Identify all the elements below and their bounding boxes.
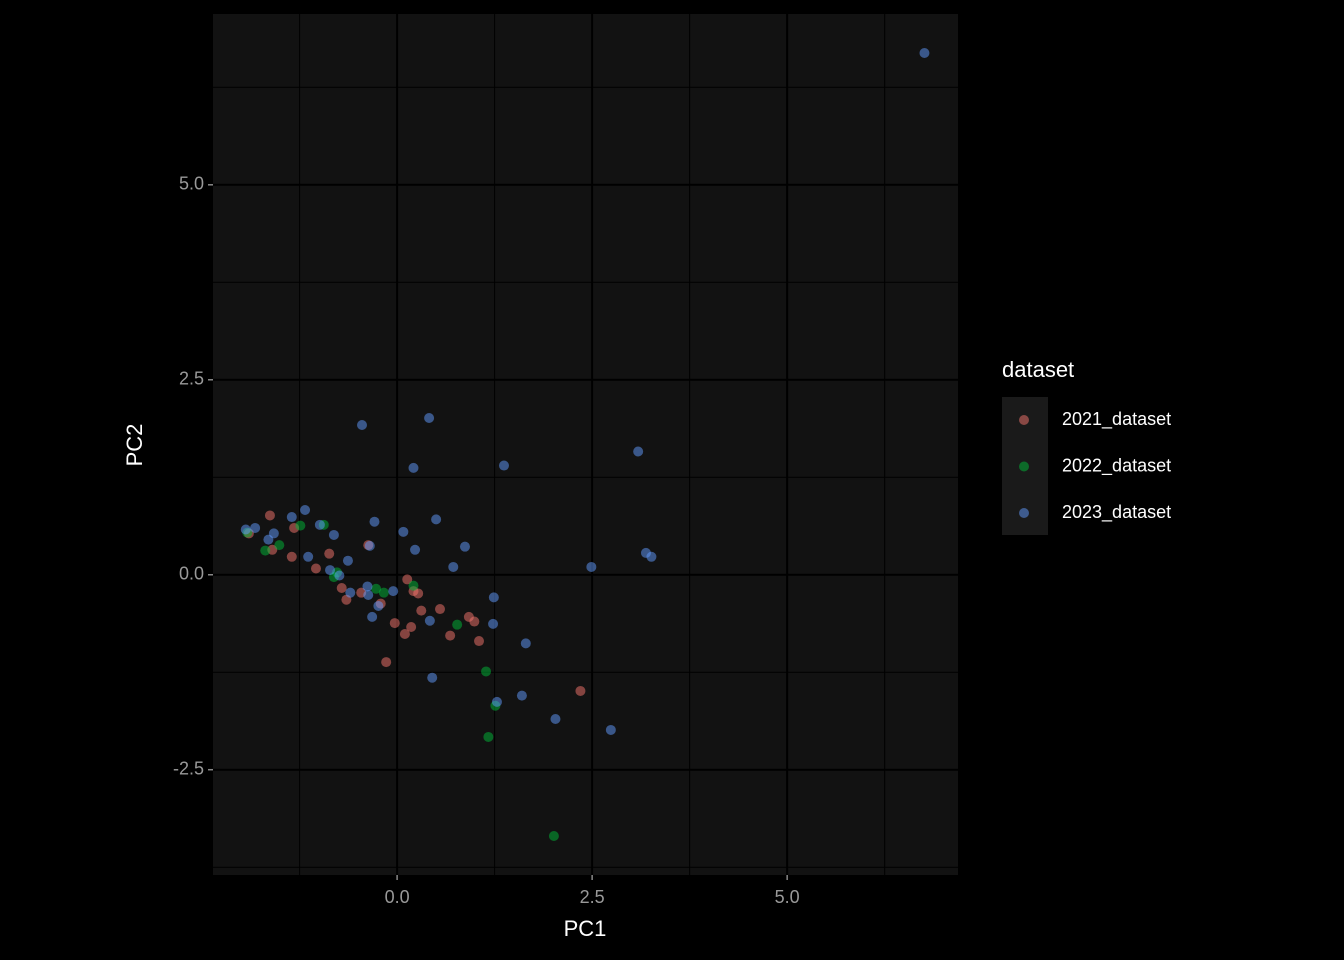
point	[263, 534, 274, 545]
y-axis-title: PC2	[122, 424, 147, 467]
point	[381, 657, 392, 668]
point	[286, 512, 297, 523]
point	[452, 619, 463, 630]
x-axis-title: PC1	[564, 916, 607, 941]
point	[516, 690, 527, 701]
point	[364, 540, 375, 551]
point	[605, 724, 616, 735]
point	[488, 618, 499, 629]
legend-key	[1019, 461, 1029, 472]
point	[498, 460, 509, 471]
point	[250, 522, 261, 533]
point	[424, 412, 435, 423]
point	[371, 583, 382, 594]
point	[389, 618, 400, 629]
point	[388, 586, 399, 597]
legend-label: 2021_dataset	[1062, 409, 1171, 430]
point	[633, 446, 644, 457]
point	[408, 580, 419, 591]
point	[357, 420, 367, 431]
point	[646, 551, 657, 562]
point	[520, 638, 531, 649]
point	[919, 47, 930, 58]
point	[310, 563, 321, 574]
point	[373, 600, 384, 611]
point	[240, 524, 251, 535]
point	[402, 574, 413, 585]
point	[435, 604, 446, 615]
point	[416, 605, 427, 616]
point	[264, 510, 275, 521]
point	[410, 544, 421, 555]
legend-key	[1019, 508, 1029, 518]
point	[413, 588, 424, 599]
point	[548, 831, 559, 842]
point	[342, 555, 353, 566]
point	[399, 629, 410, 640]
point	[448, 561, 459, 572]
point	[469, 616, 480, 627]
point	[406, 621, 417, 632]
point	[334, 570, 345, 581]
y-tick-label: -2.5	[173, 758, 204, 778]
point	[362, 581, 373, 592]
point	[274, 540, 285, 551]
point	[345, 587, 356, 598]
point	[481, 666, 492, 677]
legend-label: 2023_dataset	[1062, 502, 1171, 523]
legend-title: dataset	[1002, 357, 1074, 382]
panel	[213, 14, 958, 875]
point	[398, 526, 409, 537]
point	[424, 615, 435, 626]
point	[286, 551, 297, 562]
y-tick-label: 2.5	[179, 369, 204, 389]
point	[491, 696, 502, 707]
point	[378, 587, 389, 598]
point	[427, 672, 438, 683]
point	[336, 583, 347, 593]
point	[260, 545, 271, 556]
point	[300, 505, 311, 516]
point	[314, 519, 325, 530]
x-tick-label: 2.5	[580, 887, 605, 907]
legend-label: 2022_dataset	[1062, 455, 1171, 476]
point	[369, 516, 380, 527]
point	[363, 590, 374, 601]
point	[324, 548, 335, 559]
point	[459, 541, 470, 552]
point	[325, 565, 336, 576]
point	[431, 514, 442, 525]
point	[295, 520, 306, 531]
legend-key	[1019, 415, 1029, 425]
x-tick-label: 0.0	[385, 887, 410, 907]
y-tick-label: 5.0	[179, 174, 204, 194]
point	[328, 529, 339, 540]
point	[488, 592, 499, 603]
point	[445, 630, 456, 641]
point	[550, 714, 561, 725]
x-tick-label: 5.0	[775, 887, 800, 907]
point	[367, 611, 378, 622]
y-tick-label: 0.0	[179, 563, 204, 583]
point	[408, 462, 419, 473]
point	[575, 685, 586, 696]
point	[586, 561, 597, 572]
point	[303, 551, 314, 562]
point	[483, 731, 494, 742]
point	[474, 636, 485, 647]
